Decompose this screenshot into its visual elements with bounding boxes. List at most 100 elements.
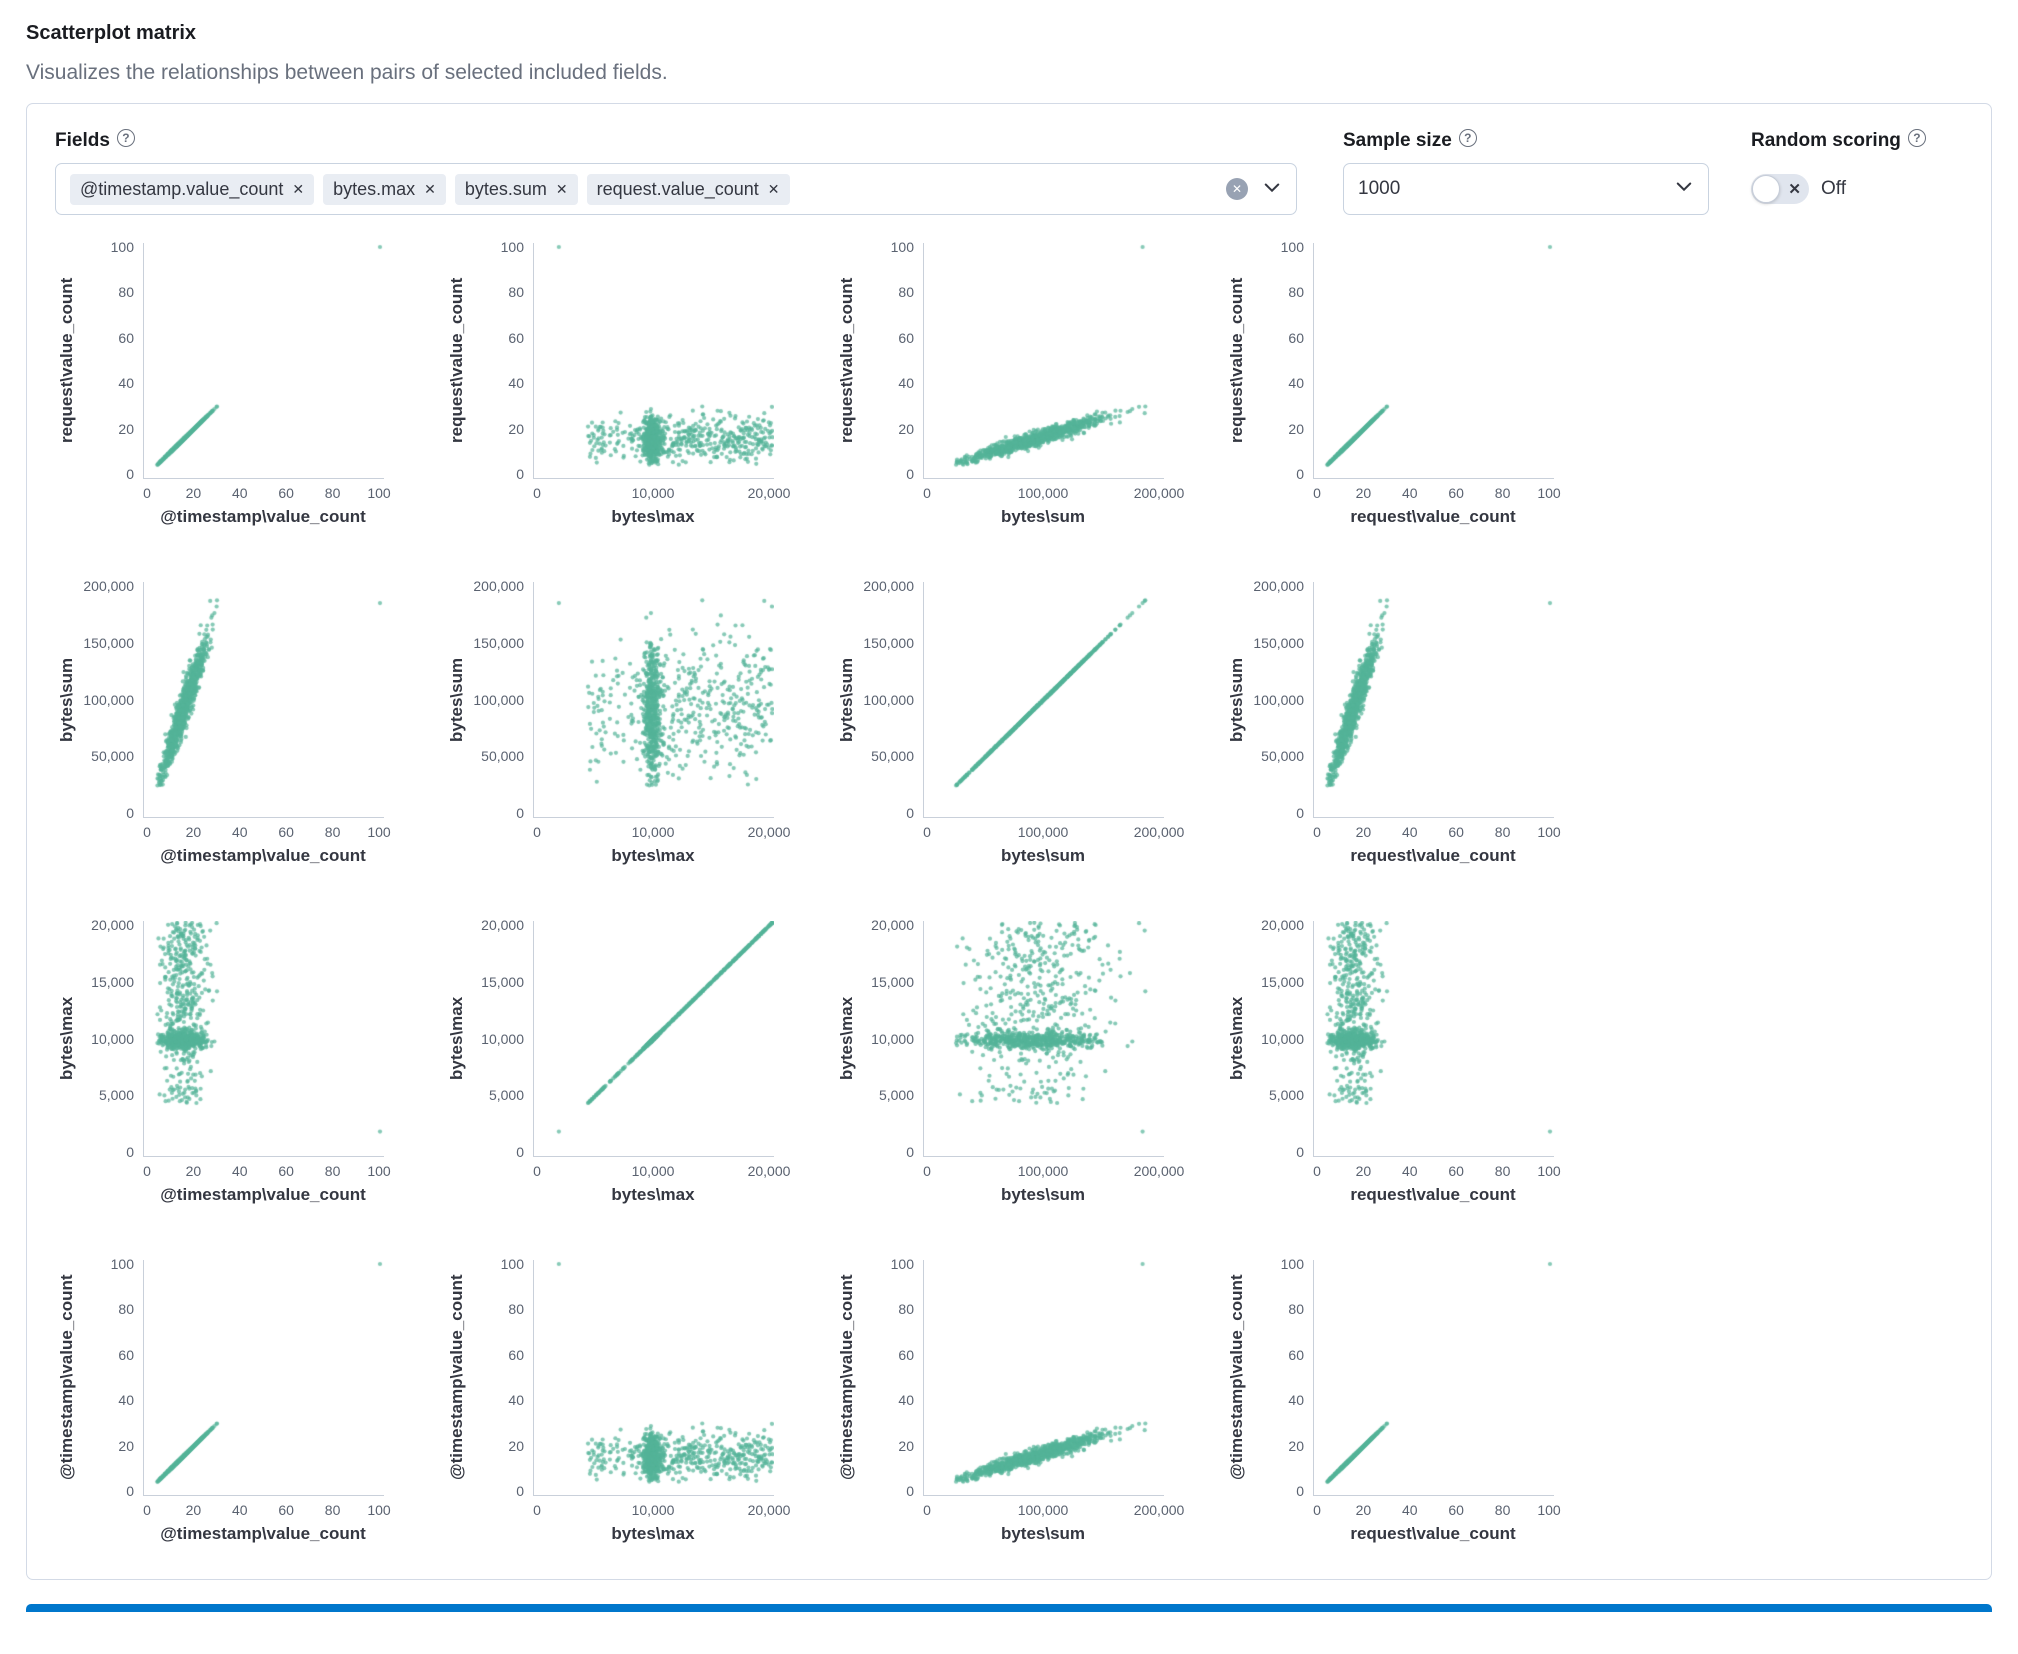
fields-control: Fields ? @timestamp.value_count ✕ bytes.ma… (55, 129, 1297, 215)
x-tick-label: 20 (185, 485, 202, 501)
x-tick-label: 100,000 (1017, 485, 1069, 501)
x-tick-label: 40 (232, 824, 248, 840)
remove-field-icon[interactable]: ✕ (767, 180, 780, 197)
sample-size-control: Sample size ? 1000 (1343, 129, 1709, 215)
y-tick-label: 0 (906, 1144, 914, 1160)
selected-fields-list: @timestamp.value_count ✕ bytes.max ✕ bytes.s… (70, 173, 790, 205)
x-tick-label: 40 (232, 1163, 248, 1179)
scatter-plot-canvas (143, 243, 384, 479)
y-axis-title: request\value_count (837, 277, 856, 444)
random-scoring-toggle[interactable]: ✕ (1751, 174, 1809, 204)
y-tick-label: 10,000 (1261, 1030, 1304, 1047)
x-tick-label: 60 (278, 1163, 294, 1179)
scatter-plot-canvas (923, 243, 1164, 479)
y-tick-label: 20 (118, 420, 134, 437)
scatter-plot-canvas (143, 1260, 384, 1496)
y-tick-label: 0 (516, 805, 524, 821)
x-tick-label: 20 (185, 1163, 202, 1179)
y-tick-label: 100 (110, 239, 134, 255)
y-axis-title: bytes\sum (57, 657, 76, 742)
x-axis-title: @timestamp\value_count (160, 1185, 366, 1204)
y-tick-label: 0 (1296, 466, 1304, 482)
scatter-plot-canvas (143, 921, 384, 1157)
x-tick-label: 60 (1448, 485, 1464, 501)
fields-combobox[interactable]: @timestamp.value_count ✕ bytes.max ✕ bytes.s… (55, 163, 1297, 215)
x-tick-label: 0 (923, 1163, 931, 1179)
x-tick-label: 10,000 (631, 1163, 675, 1179)
scatter-plot-canvas (1313, 921, 1554, 1157)
x-tick-label: 20 (1355, 1163, 1372, 1179)
scatter-cell-bytes_sum-vs-request_value_count: bytes\sum 0 50,000 100,000 150,000 200,000 0 20… (1225, 578, 1561, 871)
scatter-plot-canvas (533, 921, 774, 1157)
y-tick-label: 40 (508, 375, 524, 392)
y-tick-label: 150,000 (83, 634, 134, 651)
y-tick-label: 100 (500, 239, 524, 255)
x-axis-tick-labels: 0 20 40 60 80 100 (143, 478, 391, 504)
x-tick-label: 100 (367, 485, 391, 501)
scatter-cell-_timestamp_value_count-vs-request_value_count: @timestamp\value_count 0 20 40 60 80 100 0 20 40 6… (1225, 1256, 1561, 1549)
x-tick-label: 20 (185, 824, 202, 840)
scatter-cell-bytes_sum-vs-bytes_sum: bytes\sum 0 50,000 100,000 150,000 200,000 0 10… (835, 578, 1184, 871)
random-scoring-help-icon[interactable]: ? (1907, 129, 1926, 147)
scatter-cell-bytes_max-vs-bytes_max: bytes\max 0 5,000 10,000 15,000 20,000 0 10,000… (445, 917, 790, 1210)
sample-size-help-icon[interactable]: ? (1458, 129, 1477, 147)
remove-field-icon[interactable]: ✕ (292, 180, 305, 197)
y-axis-tick-labels: 0 20 40 60 80 100 (1249, 1256, 1313, 1499)
fields-help-icon[interactable]: ? (116, 129, 135, 147)
y-tick-label: 80 (1288, 1301, 1304, 1318)
y-tick-label: 0 (906, 1483, 914, 1499)
y-tick-label: 50,000 (1261, 748, 1304, 765)
scatter-cell-_timestamp_value_count-vs-bytes_sum: @timestamp\value_count 0 20 40 60 80 100 0 100,0… (835, 1256, 1184, 1549)
x-tick-label: 0 (143, 485, 151, 501)
y-tick-label: 100 (110, 1256, 134, 1272)
remove-field-icon[interactable]: ✕ (424, 180, 436, 197)
y-tick-label: 20 (898, 1437, 914, 1454)
y-axis-tick-labels: 0 50,000 100,000 150,000 200,000 (1249, 578, 1313, 821)
y-axis-tick-labels: 0 20 40 60 80 100 (79, 1256, 143, 1499)
y-tick-label: 60 (1288, 1346, 1304, 1363)
remove-field-icon[interactable]: ✕ (555, 180, 568, 197)
y-tick-label: 50,000 (91, 748, 134, 765)
y-tick-label: 0 (516, 1144, 524, 1160)
y-axis-title: request\value_count (447, 277, 466, 444)
y-tick-label: 20,000 (871, 917, 914, 933)
x-tick-label: 60 (1448, 1502, 1464, 1518)
x-tick-label: 20 (185, 1502, 202, 1518)
toggle-knob (1752, 175, 1780, 203)
x-tick-label: 20,000 (747, 1502, 791, 1518)
sample-size-value: 1000 (1358, 178, 1401, 199)
fields-label: Fields (55, 130, 110, 151)
y-tick-label: 20 (1288, 1437, 1304, 1454)
fields-chevron-down-icon[interactable] (1262, 177, 1282, 202)
x-axis-title: bytes\max (611, 507, 695, 526)
x-tick-label: 80 (324, 1502, 341, 1518)
sample-size-chevron-down-icon (1674, 176, 1694, 202)
next-section-top-edge (26, 1604, 1992, 1612)
scatter-cell-request_value_count-vs-bytes_max: request\value_count 0 20 40 60 80 100 0 10,000 20… (445, 239, 790, 532)
x-tick-label: 40 (1402, 1163, 1418, 1179)
x-tick-label: 60 (1448, 1163, 1464, 1179)
x-axis-tick-labels: 0 20 40 60 80 100 (1313, 1495, 1561, 1521)
y-tick-label: 5,000 (878, 1087, 914, 1104)
y-tick-label: 40 (898, 1392, 914, 1409)
y-tick-label: 80 (1288, 284, 1304, 301)
x-tick-label: 0 (143, 824, 151, 840)
page-subtitle: Visualizes the relationships between pai… (26, 61, 668, 84)
clear-fields-icon[interactable]: ✕ (1226, 178, 1248, 200)
x-tick-label: 0 (923, 485, 931, 501)
y-tick-label: 100 (500, 1256, 524, 1272)
y-tick-label: 40 (118, 1392, 134, 1409)
x-axis-title: bytes\max (611, 1524, 695, 1543)
x-tick-label: 20 (1355, 1502, 1372, 1518)
sample-size-select[interactable]: 1000 (1343, 163, 1709, 215)
y-tick-label: 40 (898, 375, 914, 392)
scatter-plot-canvas (143, 582, 384, 818)
y-tick-label: 100 (1280, 1256, 1304, 1272)
x-axis-tick-labels: 0 20 40 60 80 100 (1313, 478, 1561, 504)
x-tick-label: 100 (1537, 1163, 1561, 1179)
x-tick-label: 0 (143, 1502, 151, 1518)
y-axis-title: bytes\sum (447, 657, 466, 742)
x-tick-label: 80 (1494, 1163, 1511, 1179)
x-axis-tick-labels: 0 10,000 20,000 (533, 817, 790, 843)
y-axis-tick-labels: 0 50,000 100,000 150,000 200,000 (469, 578, 533, 821)
